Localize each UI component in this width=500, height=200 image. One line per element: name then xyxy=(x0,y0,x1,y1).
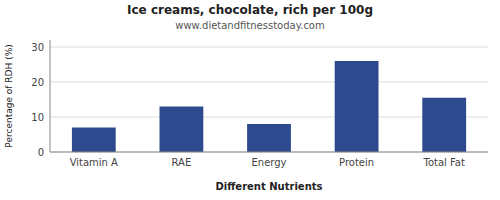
x-tick-label: Vitamin A xyxy=(70,157,118,168)
x-axis-label: Different Nutrients xyxy=(216,181,323,192)
bar xyxy=(72,128,116,153)
y-tick-label: 20 xyxy=(31,77,44,88)
chart: Ice creams, chocolate, rich per 100g www.… xyxy=(0,0,500,200)
y-tick-label: 30 xyxy=(31,42,44,53)
bars xyxy=(72,61,466,152)
background xyxy=(0,0,500,200)
x-tick-label: Protein xyxy=(339,157,374,168)
grid-line xyxy=(50,82,488,83)
grid-line xyxy=(50,47,488,48)
x-tick-label: Total Fat xyxy=(422,157,464,168)
bar xyxy=(422,98,466,152)
y-axis-label: Percentage of RDH (%) xyxy=(4,44,14,147)
bar xyxy=(247,124,291,152)
grid xyxy=(50,47,488,152)
bar xyxy=(335,61,379,152)
subtitle: www.dietandfitnesstoday.com xyxy=(175,20,324,31)
y-tick-label: 10 xyxy=(31,112,44,123)
x-tick-label: RAE xyxy=(172,157,192,168)
title: Ice creams, chocolate, rich per 100g xyxy=(127,3,373,17)
y-tick-label: 0 xyxy=(38,147,44,158)
y-axis-line xyxy=(50,40,51,152)
bar xyxy=(160,107,204,153)
x-axis-line xyxy=(50,152,488,153)
x-tick-label: Energy xyxy=(251,157,286,168)
grid-line xyxy=(50,152,488,153)
chart-container: Ice creams, chocolate, rich per 100g www.… xyxy=(0,0,500,200)
